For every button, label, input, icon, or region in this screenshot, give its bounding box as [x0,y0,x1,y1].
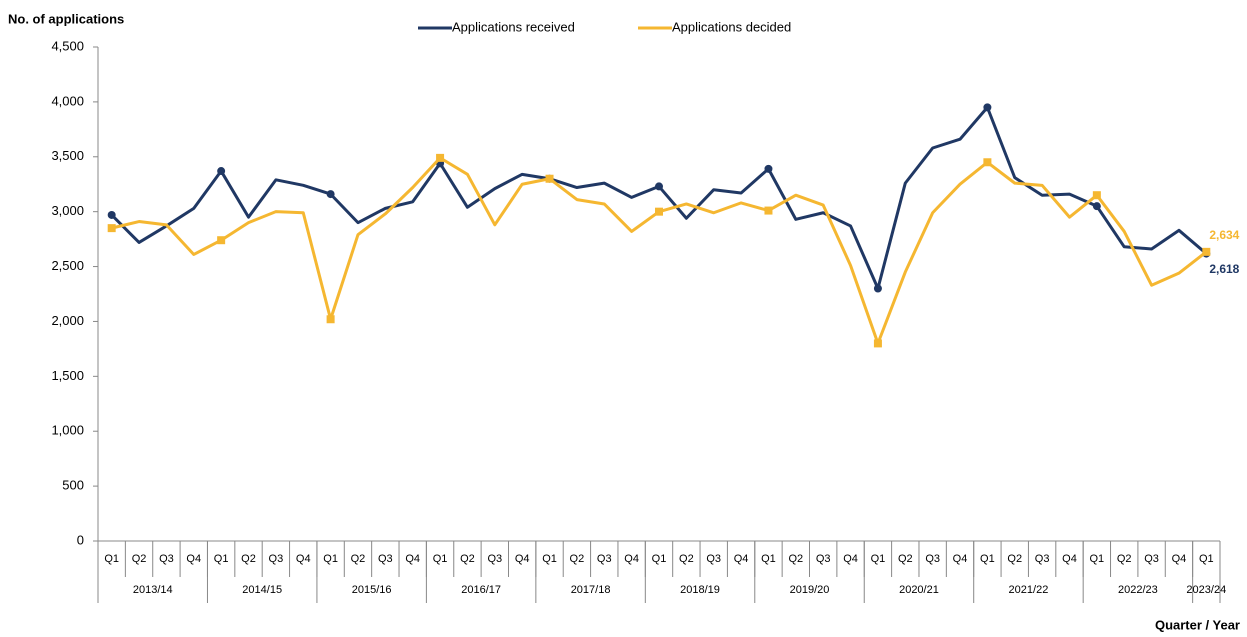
x-tick-label: Q3 [706,553,721,565]
marker [217,167,226,176]
data-label: 2,618 [1209,262,1239,276]
x-tick-label: Q1 [1199,553,1214,565]
y-tick-label: 4,500 [51,38,84,53]
marker [764,164,773,173]
x-tick-label: Q1 [1090,553,1105,565]
x-group-label: 2014/15 [242,584,282,596]
x-tick-label: Q4 [953,553,968,565]
x-group-label: 2023/24 [1186,584,1226,596]
x-tick-label: Q2 [241,553,256,565]
y-tick-label: 4,000 [51,93,84,108]
x-tick-label: Q1 [433,553,448,565]
marker [764,206,773,215]
marker [983,103,992,112]
x-tick-label: Q3 [159,553,174,565]
x-tick-label: Q1 [652,553,667,565]
x-group-label: 2017/18 [571,584,611,596]
x-group-label: 2013/14 [133,584,173,596]
x-tick-label: Q1 [323,553,338,565]
y-axis-label: No. of applications [8,11,124,26]
x-tick-label: Q2 [132,553,147,565]
marker [1202,247,1211,256]
x-tick-label: Q3 [378,553,393,565]
marker [1092,202,1101,211]
x-tick-label: Q3 [487,553,502,565]
x-tick-label: Q3 [269,553,284,565]
x-tick-label: Q4 [734,553,749,565]
marker [436,153,445,162]
y-tick-label: 500 [62,478,84,493]
marker [873,284,882,293]
x-tick-label: Q4 [186,553,201,565]
marker [217,236,226,245]
x-group-label: 2016/17 [461,584,501,596]
x-tick-label: Q3 [597,553,612,565]
x-tick-label: Q2 [351,553,366,565]
marker [983,158,992,167]
x-tick-label: Q4 [296,553,311,565]
y-tick-label: 3,000 [51,203,84,218]
x-group-label: 2018/19 [680,584,720,596]
x-tick-label: Q2 [570,553,585,565]
x-tick-label: Q3 [925,553,940,565]
marker [326,190,335,199]
x-tick-label: Q2 [679,553,694,565]
marker [873,339,882,348]
x-tick-label: Q1 [214,553,229,565]
x-tick-label: Q3 [816,553,831,565]
x-tick-label: Q1 [980,553,995,565]
x-tick-label: Q2 [898,553,913,565]
data-label: 2,634 [1209,228,1239,242]
x-group-label: 2015/16 [352,584,392,596]
x-tick-label: Q1 [871,553,886,565]
x-tick-label: Q1 [542,553,557,565]
legend-label: Applications received [452,19,575,34]
y-tick-label: 2,000 [51,313,84,328]
x-tick-label: Q4 [1172,553,1187,565]
marker [1092,191,1101,200]
y-tick-label: 1,000 [51,423,84,438]
x-group-label: 2021/22 [1009,584,1049,596]
x-tick-label: Q4 [843,553,858,565]
x-tick-label: Q1 [104,553,119,565]
marker [655,207,663,216]
x-group-label: 2020/21 [899,584,939,596]
x-group-label: 2022/23 [1118,584,1158,596]
x-axis-label: Quarter / Year [1155,617,1240,632]
x-tick-label: Q4 [1062,553,1077,565]
marker [107,210,116,219]
marker [655,182,663,191]
x-tick-label: Q2 [788,553,803,565]
x-tick-label: Q1 [761,553,776,565]
y-tick-label: 1,500 [51,368,84,383]
x-tick-label: Q2 [1117,553,1132,565]
series-line [110,105,1208,291]
marker [107,224,116,233]
x-tick-label: Q4 [405,553,420,565]
marker [326,315,335,324]
legend-label: Applications decided [672,19,791,34]
x-tick-label: Q3 [1035,553,1050,565]
marker [545,174,554,183]
x-tick-label: Q2 [1007,553,1022,565]
y-tick-label: 2,500 [51,258,84,273]
x-group-label: 2019/20 [790,584,830,596]
x-tick-label: Q2 [460,553,475,565]
x-tick-label: Q4 [624,553,639,565]
y-tick-label: 0 [77,532,84,547]
x-tick-label: Q3 [1144,553,1159,565]
y-tick-label: 3,500 [51,148,84,163]
x-tick-label: Q4 [515,553,530,565]
